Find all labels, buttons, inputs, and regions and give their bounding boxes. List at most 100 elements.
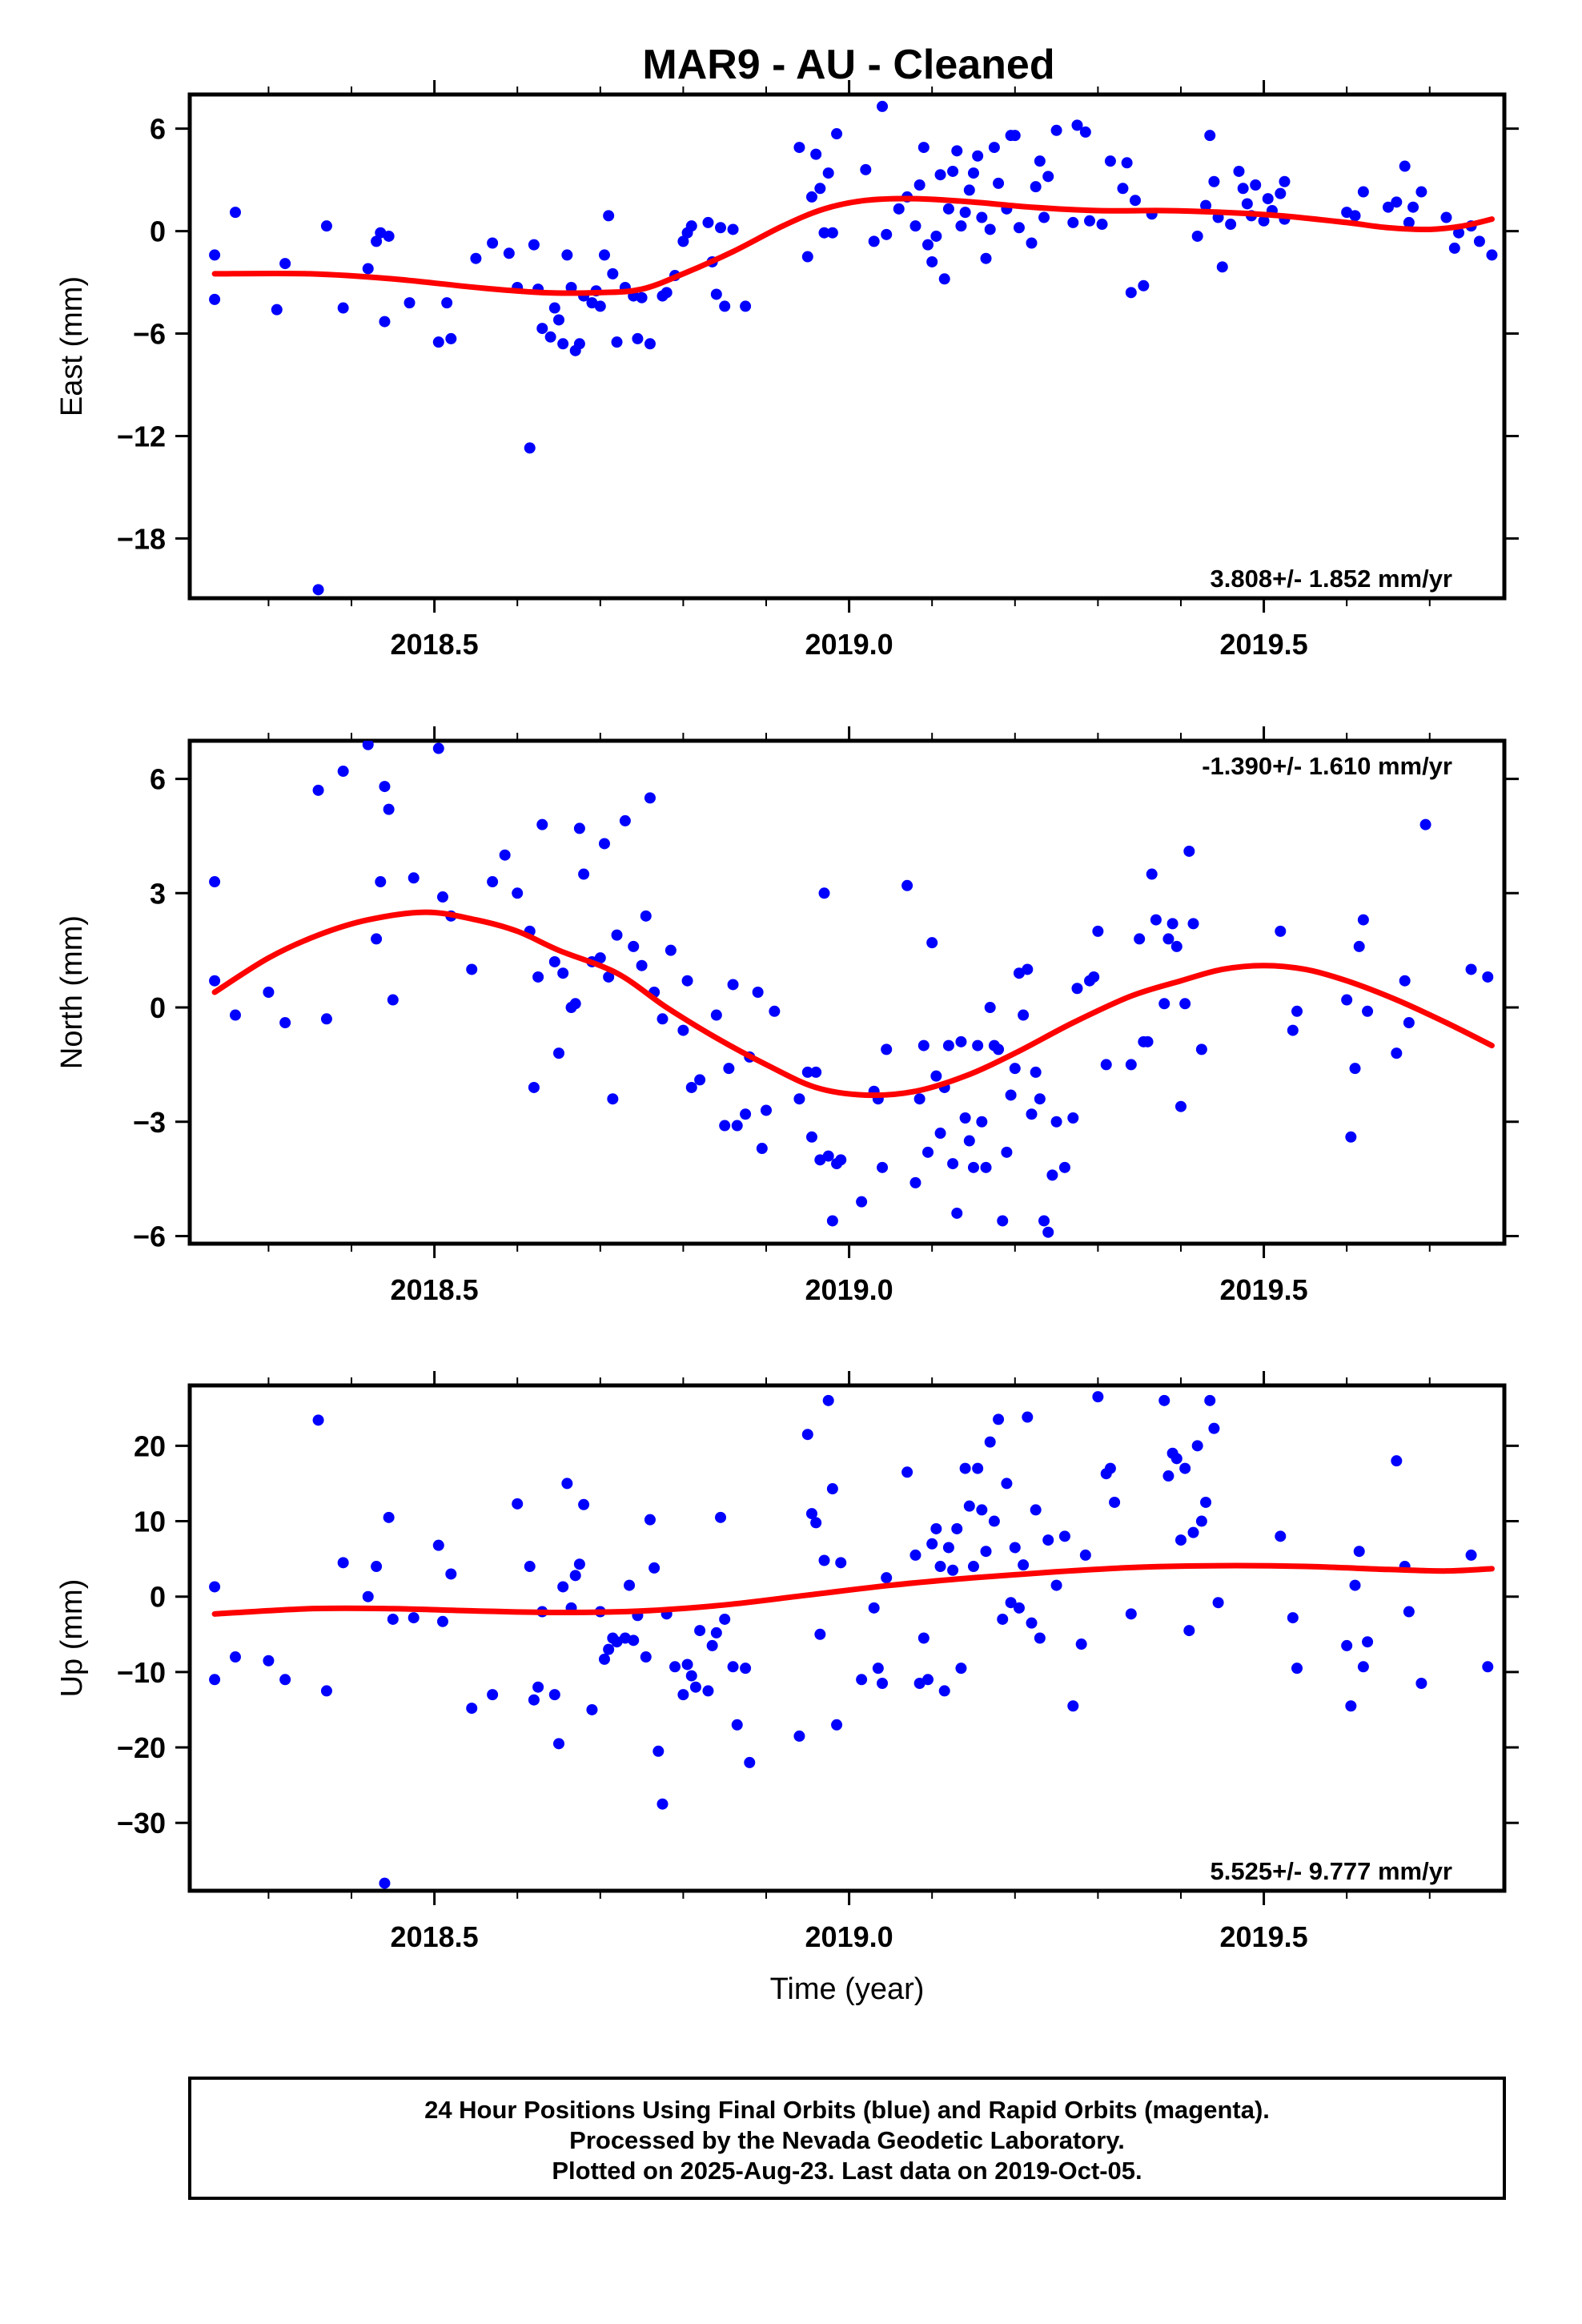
data-point [1009,130,1021,142]
data-point [1104,155,1116,167]
data-point [810,1066,822,1078]
data-point [1166,918,1178,930]
data-point [719,1613,731,1625]
data-point [681,1659,693,1671]
data-point [1117,183,1129,195]
data-point [942,1039,954,1051]
y-tick-label: −20 [117,1731,166,1764]
data-point [279,258,291,270]
data-point [470,252,482,264]
data-point [548,302,560,314]
data-point [959,1112,971,1124]
data-point [868,1602,880,1614]
data-point [710,288,722,300]
data-point [980,1546,992,1558]
data-point [1473,235,1485,247]
data-point [793,1093,805,1105]
data-point [532,1681,544,1693]
data-point [769,1005,781,1017]
data-point [229,207,241,219]
data-point [702,1685,714,1697]
data-point [1345,1700,1357,1712]
data-point [942,1542,954,1554]
data-point [1275,1530,1287,1542]
data-point [805,1131,817,1143]
data-point [1241,198,1253,210]
data-point [1204,1394,1216,1406]
data-point [271,304,283,316]
data-point [909,220,921,232]
data-point [972,1462,984,1474]
data-point [913,1093,926,1105]
data-point [209,1674,221,1686]
x-tick-label: 2019.5 [1220,628,1308,661]
y-tick-label: −30 [117,1807,166,1839]
data-point [826,227,838,239]
data-point [229,1651,241,1663]
data-point [209,876,221,888]
data-point [706,1639,718,1651]
data-point [1038,1215,1050,1227]
data-point [263,987,275,998]
data-point [1096,219,1108,231]
data-point [972,150,984,162]
data-point [740,1663,752,1675]
data-point [1071,119,1083,131]
data-point [997,1215,1009,1227]
data-point [756,1143,768,1155]
data-point [1092,1391,1104,1403]
data-point [1174,1100,1186,1112]
footer-line-1: 24 Hour Positions Using Final Orbits (bl… [424,2096,1270,2124]
data-point [710,1626,722,1638]
data-point [976,211,988,223]
data-point [694,1625,706,1637]
x-axis-label: Time (year) [770,1972,925,2006]
data-point [1187,1526,1199,1538]
y-tick-label: −3 [133,1106,166,1139]
data-point [793,1730,805,1742]
data-point [557,338,569,350]
data-point [926,1538,938,1550]
data-point [677,1689,689,1701]
data-point [1150,914,1162,926]
data-point [955,1035,967,1047]
footer-line-3: Plotted on 2025-Aug-23. Last data on 201… [552,2157,1142,2185]
data-point [1448,242,1460,254]
data-point [1465,963,1477,975]
data-point [997,1613,1009,1625]
data-point [1216,261,1228,273]
data-point [611,336,623,348]
data-point [1050,1579,1062,1591]
data-point [320,1013,332,1025]
east-points [209,100,1498,596]
data-point [1287,1024,1299,1036]
data-point [312,784,324,796]
data-point [1018,1559,1030,1571]
data-point [1170,1453,1182,1465]
data-point [1026,1617,1038,1629]
data-point [930,1070,942,1082]
data-point [980,252,992,264]
data-point [719,300,731,312]
data-point [1067,216,1079,228]
data-point [856,1674,868,1686]
north-rate-label: -1.390+/- 1.610 mm/yr [1202,752,1452,780]
data-point [379,1877,391,1889]
data-point [1026,1108,1038,1120]
data-point [694,1074,706,1086]
y-tick-label: 6 [150,763,166,796]
data-point [810,1517,822,1529]
data-point [689,1681,701,1693]
data-point [586,1703,598,1715]
data-point [1179,1462,1191,1474]
x-tick-label: 2018.5 [391,1920,479,1953]
data-point [524,442,536,454]
data-point [561,1478,573,1490]
data-point [1162,1470,1174,1482]
data-point [1341,1639,1353,1651]
data-point [1034,1632,1046,1644]
data-point [1204,130,1216,142]
data-point [1146,868,1158,880]
data-point [528,239,540,251]
data-point [1465,1549,1477,1561]
